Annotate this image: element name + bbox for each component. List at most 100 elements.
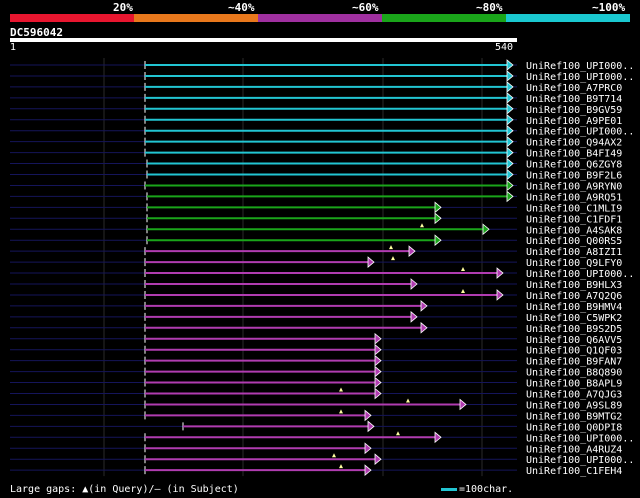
gap-marker xyxy=(389,245,393,250)
hit-label[interactable]: UniRef100_Q1QF03 xyxy=(526,346,622,357)
hit-row[interactable]: UniRef100_B9T714 xyxy=(10,91,622,105)
hit-arrow xyxy=(506,91,514,104)
hit-label[interactable]: UniRef100_Q9LFY0 xyxy=(526,258,622,269)
hit-row[interactable]: UniRef100_C1FEH4 xyxy=(10,464,622,477)
gap-marker xyxy=(461,267,465,272)
hit-label[interactable]: UniRef100_B9HMV4 xyxy=(526,302,622,313)
hit-row[interactable]: UniRef100_B9GV59 xyxy=(10,102,622,116)
hit-row[interactable]: UniRef100_A9RYN0 xyxy=(10,179,622,192)
hit-row[interactable]: UniRef100_C1FDF1 xyxy=(10,212,622,225)
hit-label[interactable]: UniRef100_A9RQ51 xyxy=(526,192,622,203)
hit-row[interactable]: UniRef100_A9RQ51 xyxy=(10,190,622,203)
hit-label[interactable]: UniRef100_A4RUZ4 xyxy=(526,444,622,455)
hit-label[interactable]: UniRef100_Q94AX2 xyxy=(526,138,622,149)
hit-label[interactable]: UniRef100_C5WPK2 xyxy=(526,313,622,324)
hit-arrow xyxy=(506,81,514,93)
hit-label[interactable]: UniRef100_B9GV59 xyxy=(526,105,622,116)
hit-label[interactable]: UniRef100_B9HLX3 xyxy=(526,280,622,291)
hit-arrow xyxy=(506,124,514,137)
hit-label[interactable]: UniRef100_Q6AVV5 xyxy=(526,335,622,346)
hit-row[interactable]: UniRef100_A7Q2Q6 xyxy=(10,288,622,302)
hit-row[interactable]: UniRef100_Q6ZGY8 xyxy=(10,157,622,171)
hit-arrow xyxy=(496,267,504,279)
scale-bar xyxy=(441,487,457,491)
hit-label[interactable]: UniRef100_UPI000.. xyxy=(526,455,634,466)
hit-label[interactable]: UniRef100_B9F2L6 xyxy=(526,171,622,182)
hit-row[interactable]: UniRef100_A4RUZ4 xyxy=(10,442,622,455)
hit-row[interactable]: UniRef100_B8Q890 xyxy=(10,365,622,379)
hit-label[interactable]: UniRef100_B4FI49 xyxy=(526,149,622,160)
hit-row[interactable]: UniRef100_A8IZI1 xyxy=(10,245,622,258)
hit-label[interactable]: UniRef100_A7PRC0 xyxy=(526,83,622,94)
hit-arrow xyxy=(410,310,418,323)
hit-arrow xyxy=(434,201,442,214)
gap-marker xyxy=(339,409,343,414)
hit-arrow xyxy=(374,387,382,400)
hit-label[interactable]: UniRef100_Q00RS5 xyxy=(526,236,622,247)
hit-row[interactable]: UniRef100_B4FI49 xyxy=(10,146,622,160)
hit-row[interactable]: UniRef100_Q00RS5 xyxy=(10,234,622,247)
hit-row[interactable]: UniRef100_A7PRC0 xyxy=(10,81,622,94)
hit-label[interactable]: UniRef100_B8Q890 xyxy=(526,368,622,379)
hit-row[interactable]: UniRef100_UPI000.. xyxy=(10,70,634,83)
hit-row[interactable]: UniRef100_C1MLI9 xyxy=(10,201,622,214)
hit-row[interactable]: UniRef100_B9HLX3 xyxy=(10,278,622,291)
hit-label[interactable]: UniRef100_C1FEH4 xyxy=(526,466,622,477)
hit-row[interactable]: UniRef100_UPI000.. xyxy=(10,267,634,280)
hit-row[interactable]: UniRef100_UPI000.. xyxy=(10,59,634,72)
hit-label[interactable]: UniRef100_C1FDF1 xyxy=(526,214,622,225)
hit-label[interactable]: UniRef100_A8IZI1 xyxy=(526,247,622,258)
hit-label[interactable]: UniRef100_Q0DPI8 xyxy=(526,422,622,433)
hit-row[interactable]: UniRef100_A9PE01 xyxy=(10,113,622,127)
hit-arrow xyxy=(374,453,382,466)
hit-row[interactable]: UniRef100_B8APL9 xyxy=(10,376,622,390)
hit-row[interactable]: UniRef100_A7QJG3 xyxy=(10,387,622,401)
hit-row[interactable]: UniRef100_C5WPK2 xyxy=(10,310,622,324)
coverage-label-100: ~100% xyxy=(592,1,626,14)
color-segment-green xyxy=(382,14,506,22)
hit-row[interactable]: UniRef100_Q1QF03 xyxy=(10,343,622,357)
hit-label[interactable]: UniRef100_B9T714 xyxy=(526,94,622,105)
hit-arrow xyxy=(506,59,514,71)
hit-row[interactable]: UniRef100_Q9LFY0 xyxy=(10,256,622,269)
hit-row[interactable]: UniRef100_UPI000.. xyxy=(10,453,634,466)
hit-row[interactable]: UniRef100_B9S2D5 xyxy=(10,321,622,335)
query-id: DC596042 xyxy=(10,26,63,39)
hit-label[interactable]: UniRef100_A9RYN0 xyxy=(526,181,622,192)
hit-label[interactable]: UniRef100_A9PE01 xyxy=(526,116,622,127)
hit-label[interactable]: UniRef100_B9S2D5 xyxy=(526,324,622,335)
hit-label[interactable]: UniRef100_B9FAN7 xyxy=(526,357,622,368)
hit-row[interactable]: UniRef100_Q0DPI8 xyxy=(10,420,622,433)
hit-label[interactable]: UniRef100_UPI000.. xyxy=(526,433,634,444)
hit-label[interactable]: UniRef100_B9MTG2 xyxy=(526,411,622,422)
color-segment-purple xyxy=(258,14,382,22)
hit-label[interactable]: UniRef100_A7QJG3 xyxy=(526,390,622,401)
hit-row[interactable]: UniRef100_UPI000.. xyxy=(10,124,634,138)
hit-label[interactable]: UniRef100_C1MLI9 xyxy=(526,203,622,214)
hit-row[interactable]: UniRef100_Q6AVV5 xyxy=(10,332,622,346)
hit-label[interactable]: UniRef100_UPI000.. xyxy=(526,72,634,83)
hit-row[interactable]: UniRef100_B9FAN7 xyxy=(10,354,622,368)
hit-row[interactable]: UniRef100_Q94AX2 xyxy=(10,135,622,149)
hit-arrow xyxy=(374,376,382,389)
hit-label[interactable]: UniRef100_Q6ZGY8 xyxy=(526,160,622,171)
scale-label: =100char. xyxy=(459,484,514,495)
hit-arrow xyxy=(459,398,467,411)
hit-arrow xyxy=(364,409,372,422)
hit-row[interactable]: UniRef100_B9HMV4 xyxy=(10,300,622,313)
hit-row[interactable]: UniRef100_A4SAK8 xyxy=(10,223,622,236)
hit-label[interactable]: UniRef100_A9SL89 xyxy=(526,400,622,411)
hit-arrow xyxy=(506,102,514,115)
hit-row[interactable]: UniRef100_B9F2L6 xyxy=(10,168,622,182)
hit-row[interactable]: UniRef100_UPI000.. xyxy=(10,431,634,444)
hit-label[interactable]: UniRef100_UPI000.. xyxy=(526,61,634,72)
color-segment-orange xyxy=(134,14,258,22)
hit-row[interactable]: UniRef100_B9MTG2 xyxy=(10,409,622,422)
hit-label[interactable]: UniRef100_A7Q2Q6 xyxy=(526,291,622,302)
gap-legend: Large gaps: ▲(in Query)/– (in Subject) xyxy=(10,484,239,495)
hit-label[interactable]: UniRef100_UPI000.. xyxy=(526,127,634,138)
hit-row[interactable]: UniRef100_A9SL89 xyxy=(10,398,622,411)
hit-label[interactable]: UniRef100_B8APL9 xyxy=(526,379,622,390)
hit-label[interactable]: UniRef100_UPI000.. xyxy=(526,269,634,280)
hit-label[interactable]: UniRef100_A4SAK8 xyxy=(526,225,622,236)
